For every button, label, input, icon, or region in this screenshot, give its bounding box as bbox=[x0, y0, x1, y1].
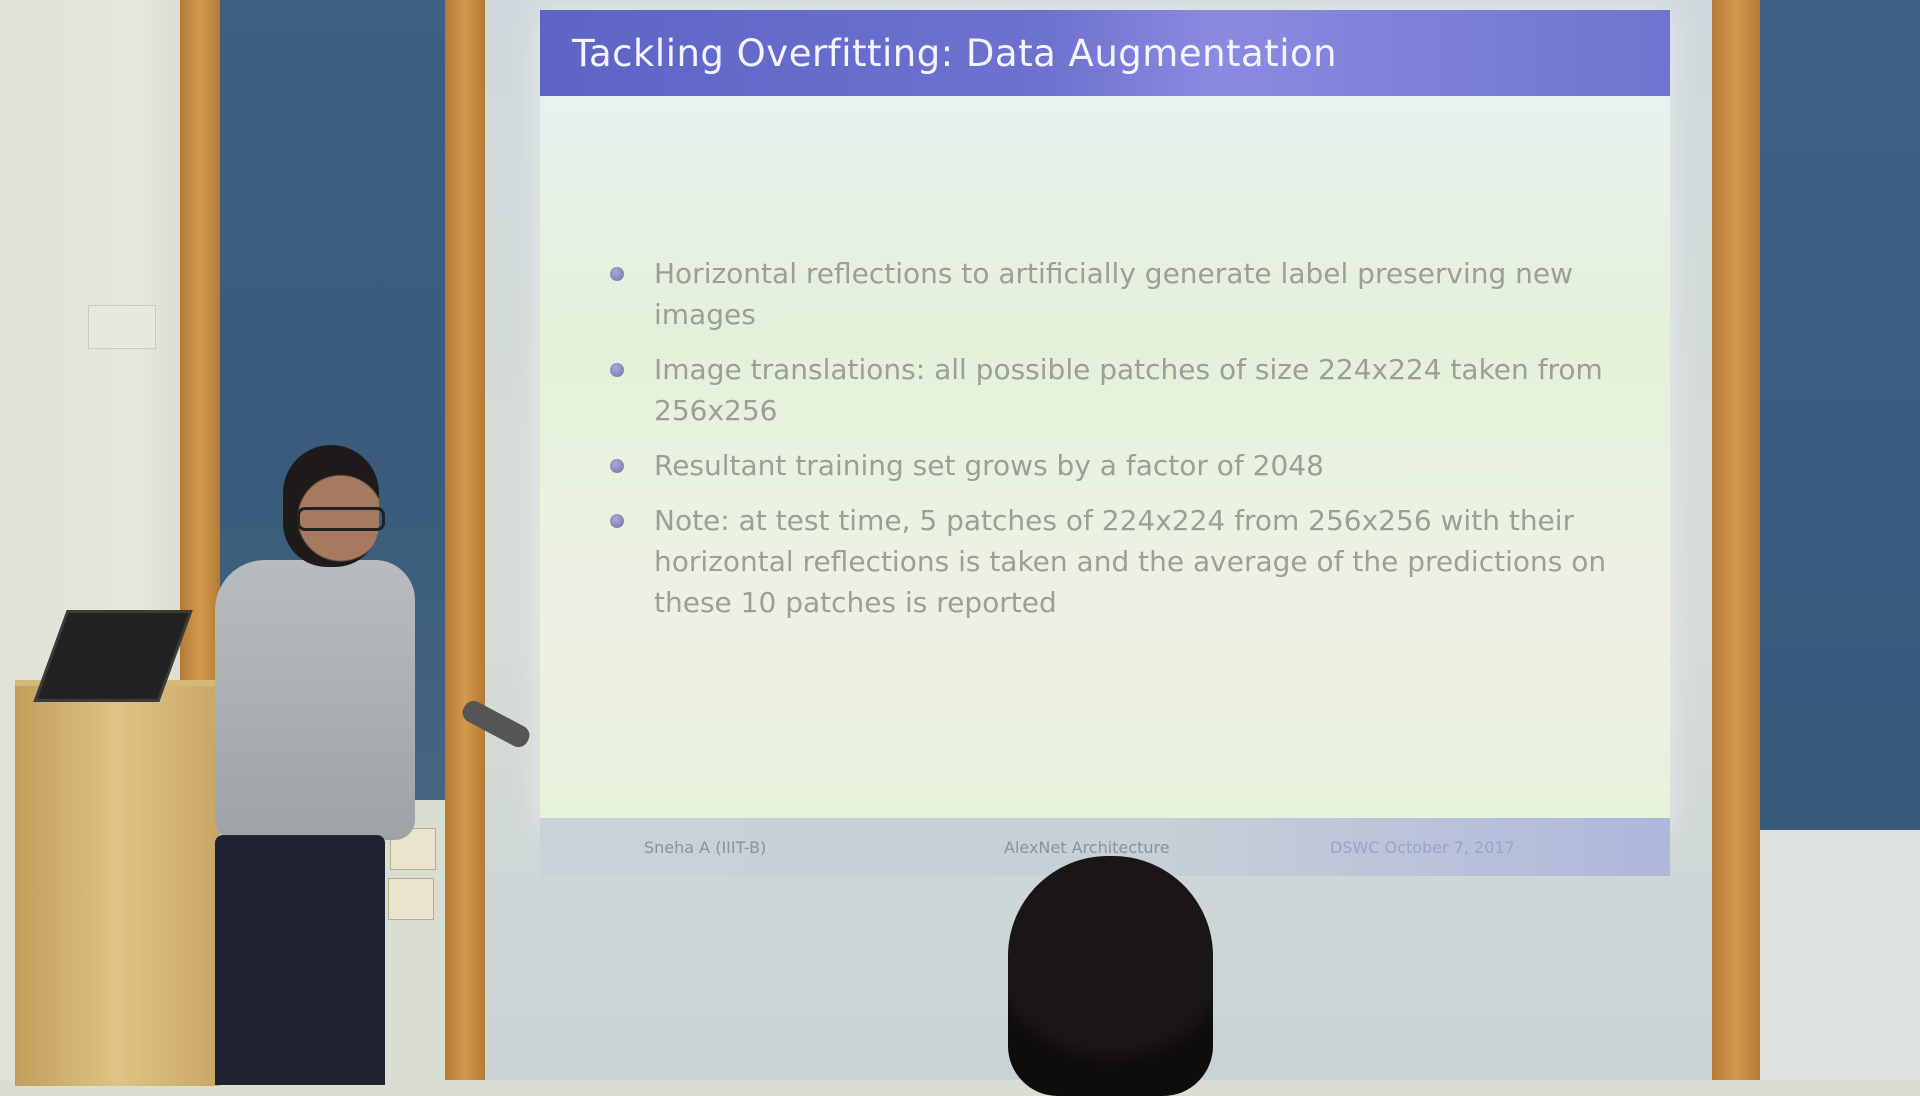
wood-pillar-center-left bbox=[445, 0, 485, 1080]
bullet-text: Note: at test time, 5 patches of 224x224… bbox=[654, 504, 1607, 619]
power-outlet bbox=[388, 878, 434, 920]
footer-topic: AlexNet Architecture bbox=[1004, 838, 1170, 857]
bullet-text: Resultant training set grows by a factor… bbox=[654, 449, 1324, 482]
glasses-icon bbox=[297, 507, 385, 531]
slide-title-bar: Tackling Overfitting: Data Augmentation bbox=[540, 10, 1670, 96]
right-wall-lower bbox=[1745, 830, 1920, 1080]
bullet-icon bbox=[610, 363, 624, 377]
audience-member-head bbox=[1008, 856, 1213, 1096]
bullet-item: Resultant training set grows by a factor… bbox=[610, 445, 1610, 486]
footer-author: Sneha A (IIIT-B) bbox=[644, 838, 767, 857]
bullet-item: Horizontal reflections to artificially g… bbox=[610, 253, 1610, 335]
presenter bbox=[205, 445, 535, 1085]
bullet-text: Horizontal reflections to artificially g… bbox=[654, 257, 1574, 331]
bullet-icon bbox=[610, 267, 624, 281]
bullet-item: Image translations: all possible patches… bbox=[610, 349, 1610, 431]
wall-plate bbox=[88, 305, 156, 349]
projected-slide: Tackling Overfitting: Data Augmentation … bbox=[540, 10, 1670, 830]
slide-title: Tackling Overfitting: Data Augmentation bbox=[572, 32, 1338, 75]
podium bbox=[15, 680, 220, 1086]
presenter-head bbox=[283, 445, 379, 567]
presenter-legs bbox=[215, 835, 385, 1085]
wood-pillar-right bbox=[1712, 0, 1760, 1080]
footer-event-date: DSWC October 7, 2017 bbox=[1330, 838, 1515, 857]
presentation-clicker bbox=[459, 697, 533, 751]
bullet-icon bbox=[610, 514, 624, 528]
bullet-list: Horizontal reflections to artificially g… bbox=[610, 253, 1610, 637]
bullet-icon bbox=[610, 459, 624, 473]
bullet-text: Image translations: all possible patches… bbox=[654, 353, 1603, 427]
presenter-hoodie bbox=[215, 560, 415, 840]
blue-wall-panel-right bbox=[1760, 0, 1920, 830]
bullet-item: Note: at test time, 5 patches of 224x224… bbox=[610, 500, 1610, 623]
